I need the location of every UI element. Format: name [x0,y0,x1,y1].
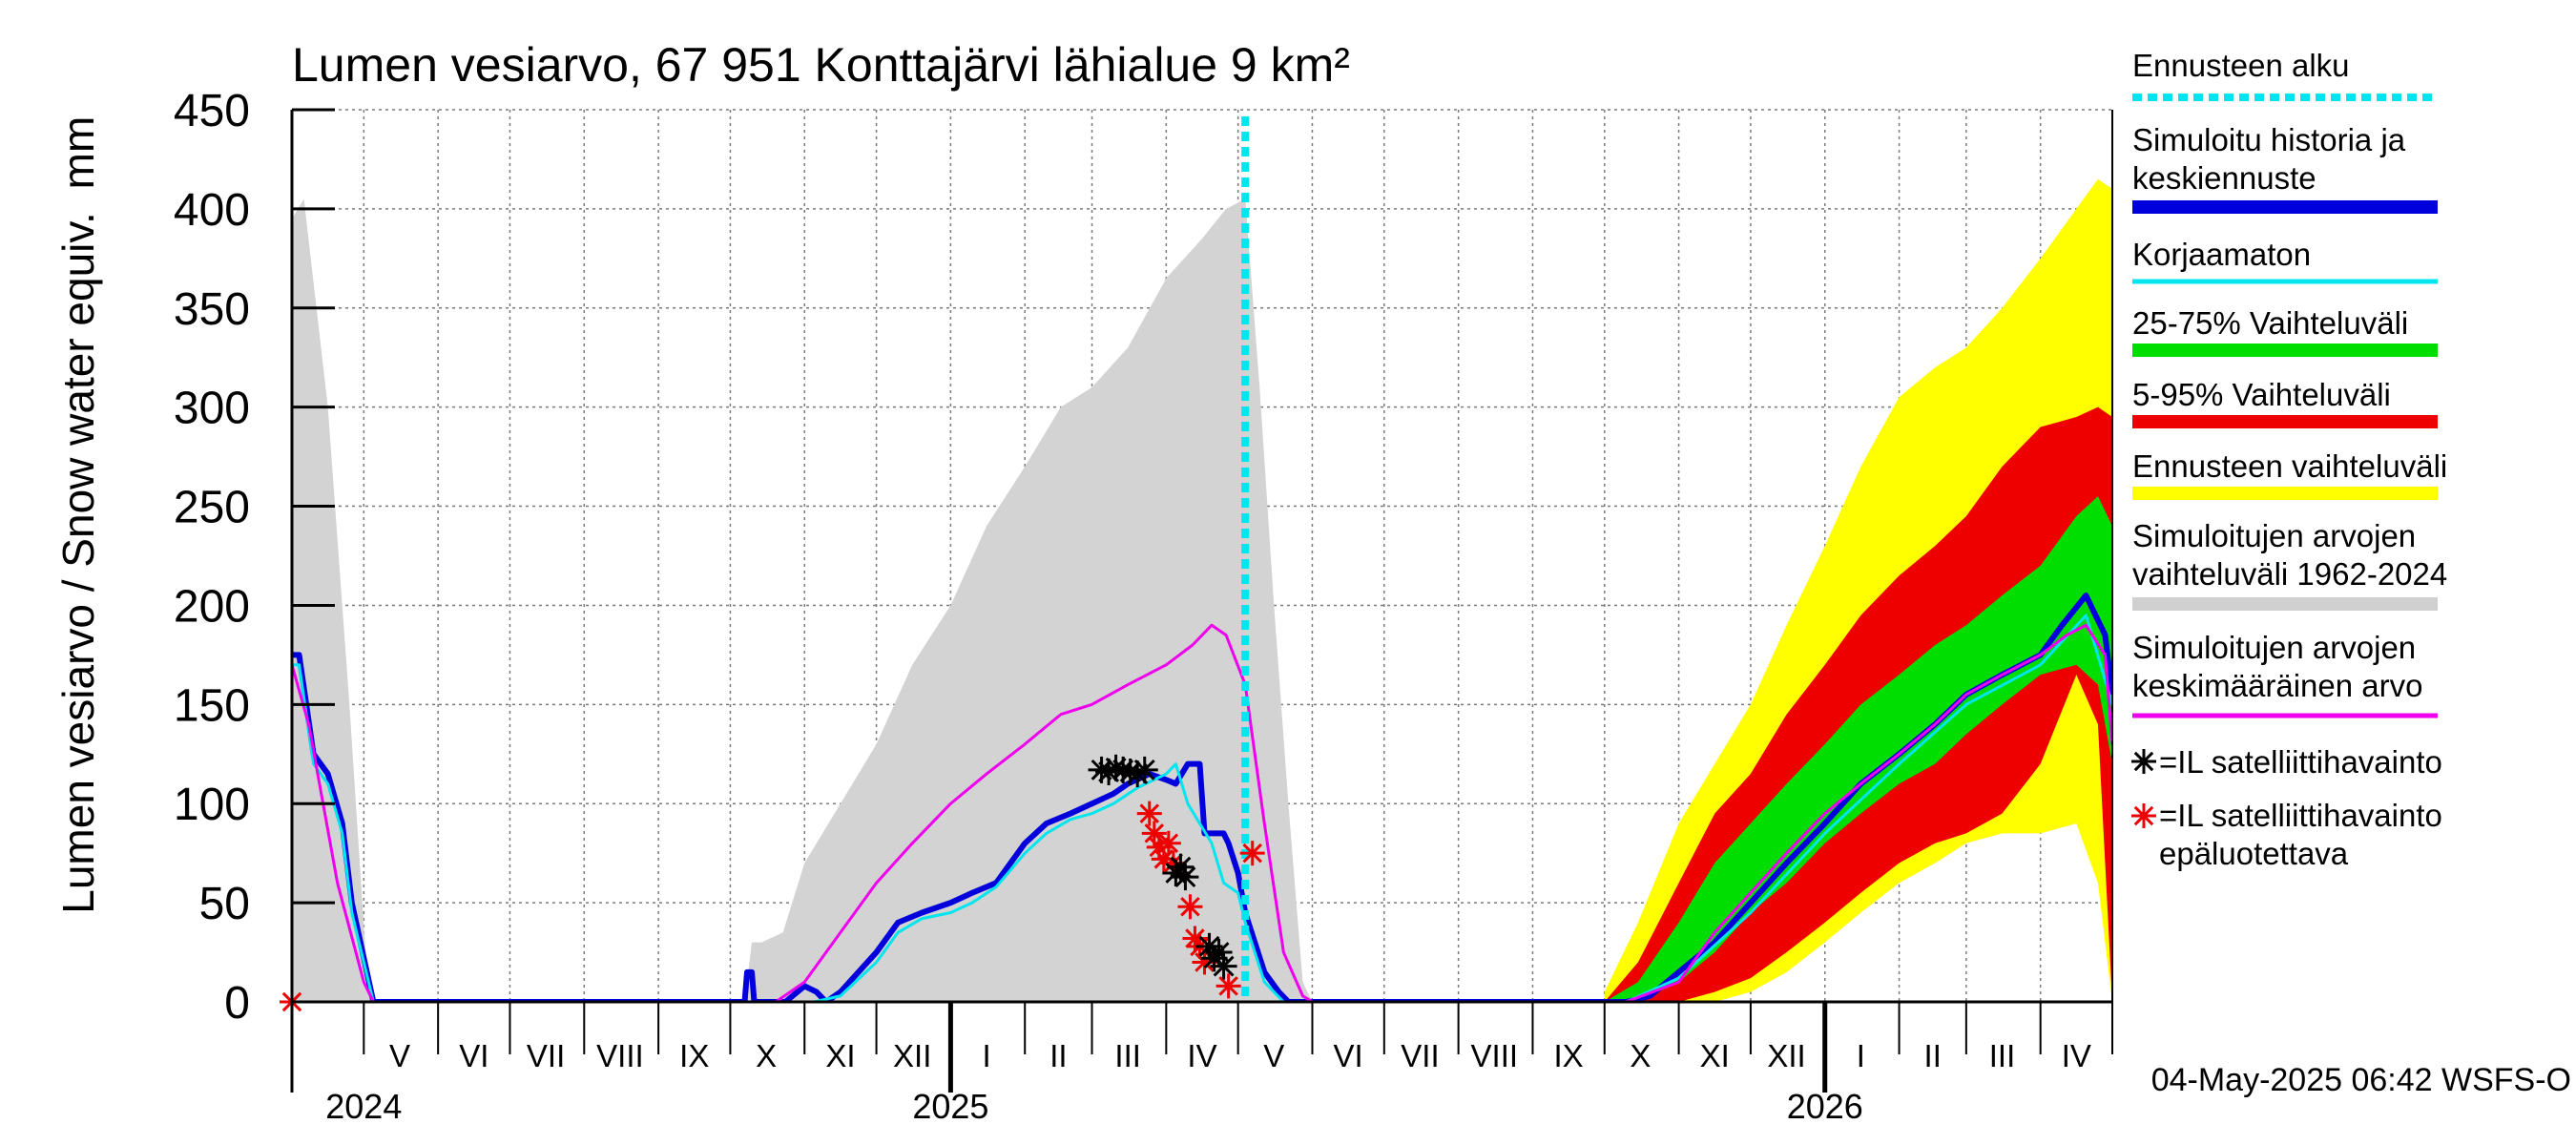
satellite-observation-marker [1131,756,1158,783]
y-tick-label: 50 [199,879,250,929]
legend-label: Simuloitujen arvojen [2132,630,2416,665]
y-tick-label: 400 [174,185,250,236]
unreliable-observation-marker-stroke [1185,928,1205,948]
month-label: II [1924,1038,1942,1073]
unreliable-observation-marker-stroke [1144,823,1165,843]
unreliable-observation-marker [1215,973,1241,999]
line-korjaamaton [292,614,2112,1002]
month-label: I [982,1038,990,1073]
year-label: 2024 [325,1087,402,1126]
unreliable-observation-marker [1155,830,1181,856]
legend-item-5-95-vaihteluv-li: 5-95% Vaihteluväli [2132,377,2438,428]
y-tick-label: 250 [174,483,250,533]
month-label: V [389,1038,410,1073]
y-tick-label: 300 [174,384,250,434]
unreliable-observation-marker [1141,821,1167,846]
month-label: III [1114,1038,1141,1073]
legend-item-il-satelliittihavainto: =IL satelliittihavainto [2131,744,2442,780]
month-label: II [1049,1038,1067,1073]
legend-label: Simuloitujen arvojen [2132,518,2416,553]
y-axis-label: Lumen vesiarvo / Snow water equiv. [53,212,103,914]
month-label: VII [527,1038,565,1073]
legend-label: vaihteluväli 1962-2024 [2132,556,2447,592]
y-tick-label: 100 [174,780,250,830]
legend-label: keskimääräinen arvo [2132,668,2422,703]
observation-markers [280,754,1265,1014]
y-tick-label: 200 [174,581,250,632]
month-label: X [756,1038,777,1073]
satellite-observation-marker-stroke [1213,955,1235,977]
month-label: IX [679,1038,709,1073]
legend-label: =IL satelliittihavainto [2159,744,2442,780]
month-label: IV [1187,1038,1216,1073]
legend-item-korjaamaton: Korjaamaton [2132,237,2438,284]
unreliable-observation-marker [1136,801,1162,826]
satellite-observation-marker-stroke [1198,935,1220,957]
month-label: I [1857,1038,1865,1073]
legend-item-ennusteen-alku: Ennusteen alku [2132,48,2438,101]
chart-title: Lumen vesiarvo, 67 951 Konttajärvi lähia… [292,38,1350,92]
y-tick-label: 150 [174,680,250,731]
year-label: 2026 [1787,1087,1863,1126]
satellite-observation-marker-stroke [1174,866,1196,888]
month-label: XII [1767,1038,1805,1073]
legend-star-icon [2131,803,2156,828]
month-label: XI [825,1038,855,1073]
year-label: 2025 [912,1087,988,1126]
unreliable-observation-marker [1177,894,1203,920]
month-label: VIII [1471,1038,1519,1073]
unreliable-observation-marker-stroke [1218,976,1238,996]
satellite-observation-marker-stroke [1133,759,1155,781]
y-tick-label: 450 [174,86,250,136]
legend-label: 5-95% Vaihteluväli [2132,377,2391,412]
band-simuloitujen-arvojen-vaihteluv-li-1962-2024 [292,198,1313,1002]
legend-label: 25-75% Vaihteluväli [2132,305,2408,341]
legend-item-25-75-vaihteluv-li: 25-75% Vaihteluväli [2132,305,2438,357]
legend-label: Simuloitu historia ja [2132,122,2406,157]
month-label: XII [893,1038,931,1073]
unreliable-observation-marker-stroke [1139,803,1160,823]
month-label: X [1630,1038,1651,1073]
unreliable-observation-marker-stroke [1180,897,1200,917]
satellite-observation-marker-stroke [1170,856,1192,878]
legend-star-icon-stroke [2133,751,2154,772]
legend-star-icon-stroke [2133,805,2154,826]
month-label: VI [459,1038,488,1073]
month-label: III [1989,1038,2016,1073]
satellite-observation-marker [1172,864,1199,891]
legend-label: Ennusteen vaihteluväli [2132,448,2447,484]
month-label: IV [2062,1038,2091,1073]
legend-label: epäluotettava [2159,836,2349,871]
unreliable-observation-marker-stroke [1242,843,1262,864]
y-axis-unit: mm [53,116,103,190]
month-label: XI [1700,1038,1730,1073]
footer-timestamp: 04-May-2025 06:42 WSFS-O [2151,1062,2571,1098]
legend-label: Ennusteen alku [2132,48,2350,83]
month-label: VI [1334,1038,1363,1073]
unreliable-observation-marker-stroke [1158,833,1179,854]
unreliable-observation-marker [1239,841,1265,866]
series-layer [292,116,2112,1002]
month-label: VIII [596,1038,644,1073]
legend-label: =IL satelliittihavainto [2159,798,2442,833]
legend-label: Korjaamaton [2132,237,2311,272]
month-label: V [1263,1038,1284,1073]
satellite-observation-marker-stroke [1208,942,1230,964]
legend-star-icon [2131,749,2156,774]
y-tick-label: 350 [174,284,250,335]
month-label: VII [1401,1038,1439,1073]
legend-item-ennusteen-vaihteluv-li: Ennusteen vaihteluväli [2132,448,2447,500]
y-tick-label: 0 [224,978,250,1029]
legend-label: keskiennuste [2132,160,2316,196]
satellite-observation-marker [1210,952,1237,980]
month-label: IX [1554,1038,1584,1073]
band-25-75-vaihteluv-li [1604,496,2112,1002]
